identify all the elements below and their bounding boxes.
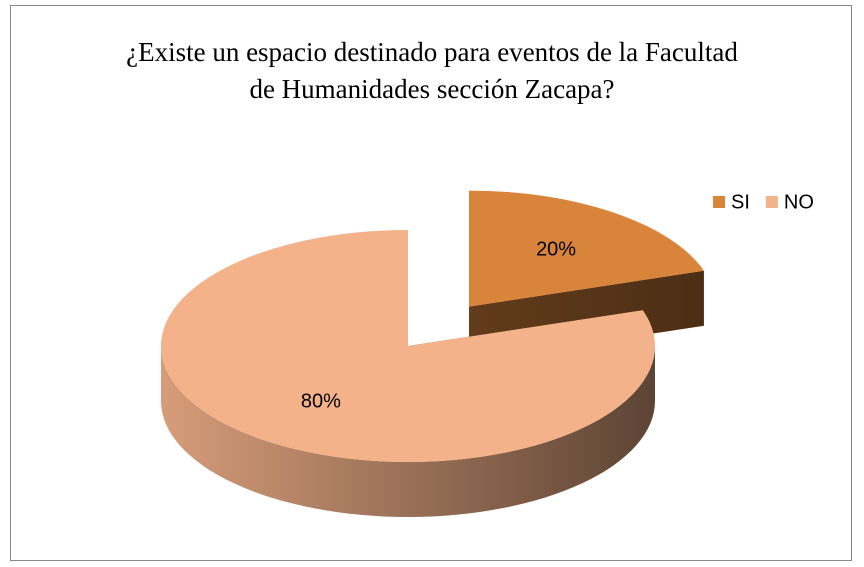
legend-swatch (765, 196, 778, 208)
legend-label: SI (731, 191, 750, 213)
slice (469, 190, 704, 307)
slice (160, 229, 655, 462)
data-label: 20% (536, 239, 576, 261)
chart-frame (10, 5, 852, 561)
slice-side-shade (161, 346, 655, 517)
chart-title: ¿Existe un espacio destinado para evento… (126, 37, 738, 104)
legend-swatch (713, 196, 725, 208)
legend-label: NO (784, 191, 814, 213)
data-label: 80% (301, 391, 341, 413)
